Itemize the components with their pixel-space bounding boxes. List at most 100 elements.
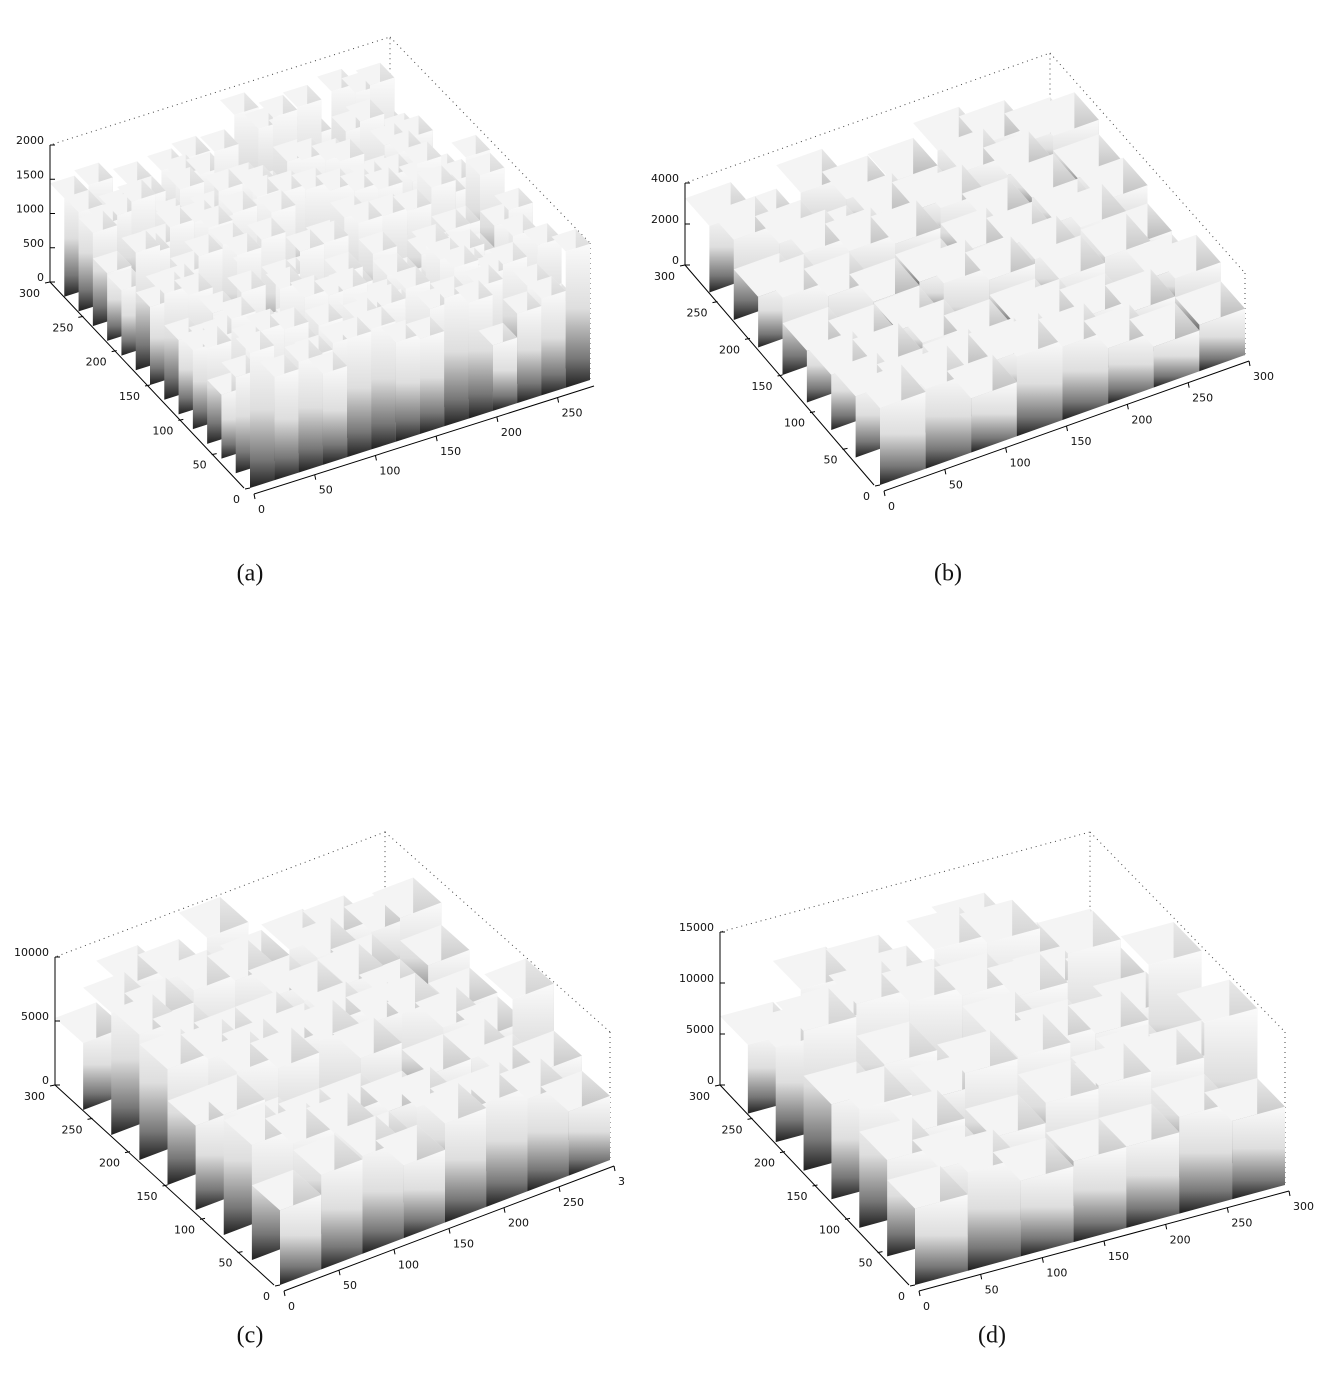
y-tick xyxy=(49,1084,56,1087)
x-tick xyxy=(613,1165,616,1172)
surface-front xyxy=(445,1107,487,1223)
y-tick-label: 0 xyxy=(898,1290,905,1303)
x-tick-label: 200 xyxy=(1170,1233,1191,1246)
y-tick xyxy=(714,1084,721,1087)
y-tick-label: 0 xyxy=(863,490,870,503)
y-tick-label: 0 xyxy=(233,493,240,506)
surface-front xyxy=(280,1194,322,1285)
box-edge xyxy=(384,831,611,1033)
x-tick-label: 250 xyxy=(563,1196,584,1209)
x-tick-label: 200 xyxy=(508,1217,529,1230)
z-tick-label: 5000 xyxy=(21,1010,49,1023)
x-tick-label: 150 xyxy=(453,1238,474,1251)
x-tick-label: 150 xyxy=(1071,435,1092,448)
surface-front xyxy=(1062,330,1109,420)
y-tick xyxy=(844,1217,851,1220)
y-tick-label: 300 xyxy=(654,270,675,283)
x-tick-label: 0 xyxy=(888,500,895,513)
z-tick-label: 0 xyxy=(707,1074,714,1087)
surface-front xyxy=(517,305,542,404)
surface-front xyxy=(880,391,926,485)
surface-front xyxy=(403,1149,445,1239)
surface-front xyxy=(568,1095,610,1176)
x-tick xyxy=(393,1249,396,1255)
y-tick xyxy=(87,1117,93,1120)
y-tick-label: 100 xyxy=(174,1223,195,1236)
y-tick-label: 100 xyxy=(819,1223,840,1236)
y-tick-label: 150 xyxy=(752,380,773,393)
y-tick xyxy=(712,301,718,304)
x-tick-label: 300 xyxy=(1253,370,1274,383)
y-tick-label: 100 xyxy=(784,417,805,430)
x-tick xyxy=(1248,360,1251,367)
x-tick xyxy=(557,397,560,403)
y-tick xyxy=(679,264,686,267)
x-tick xyxy=(253,493,256,500)
y-tick xyxy=(842,447,848,450)
y-tick xyxy=(779,1151,786,1154)
surface-front xyxy=(321,1159,363,1270)
surface-front xyxy=(541,290,566,396)
z-tick-label: 0 xyxy=(37,271,44,284)
x-tick-label: 3 xyxy=(618,1175,625,1188)
x-tick xyxy=(1126,404,1129,410)
y-tick-label: 50 xyxy=(219,1257,233,1270)
x-tick xyxy=(1288,1190,1291,1197)
y-tick-label: 250 xyxy=(722,1123,743,1136)
x-tick xyxy=(883,490,886,497)
y-tick xyxy=(144,384,151,387)
surface-front xyxy=(1108,332,1154,404)
x-tick-label: 50 xyxy=(949,478,963,491)
surface-front xyxy=(1153,330,1200,388)
x-tick xyxy=(918,1290,921,1297)
x-tick xyxy=(338,1270,341,1276)
y-tick-label: 150 xyxy=(787,1190,808,1203)
surface-front xyxy=(971,382,1017,453)
z-tick-label: 10000 xyxy=(679,972,714,985)
z-tick-label: 4000 xyxy=(651,172,679,185)
caption: (c) xyxy=(237,1323,264,1349)
surface-front xyxy=(967,1157,1021,1271)
x-tick-label: 300 xyxy=(1293,1200,1314,1213)
surface-front xyxy=(527,1083,569,1192)
y-tick-label: 200 xyxy=(86,356,107,369)
x-tick xyxy=(1103,1240,1106,1247)
y-tick-label: 300 xyxy=(19,287,40,300)
y-tick xyxy=(199,1217,206,1220)
x-tick-label: 100 xyxy=(1010,457,1031,470)
z-tick-label: 0 xyxy=(672,254,679,267)
surface-front xyxy=(492,337,518,411)
surface-front xyxy=(1179,1102,1233,1214)
surface-front xyxy=(925,372,972,469)
y-tick xyxy=(909,1284,916,1287)
z-tick-label: 2000 xyxy=(651,213,679,226)
x-axis xyxy=(253,385,595,495)
x-tick-label: 250 xyxy=(562,407,583,420)
x-tick-label: 250 xyxy=(1231,1217,1252,1230)
x-tick-label: 50 xyxy=(985,1283,999,1296)
y-tick xyxy=(744,337,751,340)
y-tick xyxy=(777,374,783,377)
x-tick-label: 250 xyxy=(1192,392,1213,405)
surface-front xyxy=(1199,308,1245,372)
x-tick xyxy=(944,469,947,475)
y-tick xyxy=(124,1151,131,1154)
z-tick-label: 0 xyxy=(42,1074,49,1087)
x-tick xyxy=(314,474,317,480)
z-tick-label: 1500 xyxy=(16,168,44,181)
surface-front xyxy=(298,354,323,473)
surface-front xyxy=(420,331,445,434)
y-tick-label: 0 xyxy=(263,1290,270,1303)
x-tick-label: 100 xyxy=(398,1258,419,1271)
x-tick xyxy=(503,1207,506,1213)
x-tick-label: 100 xyxy=(1046,1267,1067,1280)
x-tick xyxy=(283,1290,286,1297)
x-tick-label: 150 xyxy=(440,445,461,458)
y-tick-label: 50 xyxy=(859,1257,873,1270)
y-tick xyxy=(111,350,117,353)
y-tick-label: 200 xyxy=(99,1157,120,1170)
y-tick xyxy=(874,484,881,487)
x-tick xyxy=(980,1274,983,1280)
y-tick xyxy=(237,1251,243,1254)
x-tick xyxy=(448,1228,451,1234)
